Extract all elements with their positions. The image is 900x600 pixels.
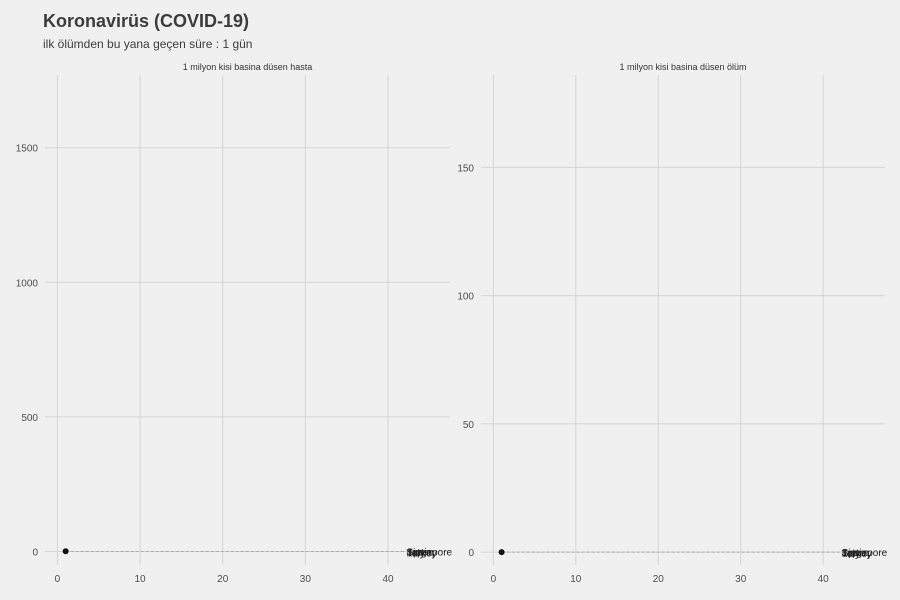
country-label: Italy xyxy=(842,549,860,560)
country-label: Singapore xyxy=(842,548,888,559)
x-tick-label: 30 xyxy=(300,574,312,585)
y-tick-label: 1000 xyxy=(16,278,39,289)
facet-panel-1: 1 milyon kisi basina düsen hasta 0 10 20 30 4… xyxy=(16,62,453,585)
facet-panel-2: 1 milyon kisi basina düsen ölüm 0 10 20 30 40… xyxy=(457,62,887,585)
y-tick-label: 500 xyxy=(21,413,38,424)
x-tick-label: 20 xyxy=(653,574,665,585)
x-tick-label: 40 xyxy=(382,574,394,585)
y-tick-label: 0 xyxy=(468,548,474,559)
data-point xyxy=(498,549,505,556)
country-label: Turkey xyxy=(842,549,872,560)
chart-subtitle: ilk ölümden bu yana geçen süre : 1 gün xyxy=(43,37,253,51)
x-tick-label: 0 xyxy=(55,574,61,585)
facet-title: 1 milyon kisi basina düsen ölüm xyxy=(619,62,746,72)
x-tick-label: 20 xyxy=(217,574,229,585)
facet-title: 1 milyon kisi basina düsen hasta xyxy=(183,62,313,72)
country-label: Japan xyxy=(842,548,869,559)
chart-title: Koronavirüs (COVID-19) xyxy=(43,11,250,31)
country-label: Japan xyxy=(407,548,434,559)
country-label: Turkey xyxy=(407,549,437,560)
country-label: Italy xyxy=(407,549,425,560)
data-point xyxy=(62,548,69,555)
y-tick-label: 150 xyxy=(457,163,474,174)
country-label: Singapore xyxy=(407,548,453,559)
x-tick-label: 30 xyxy=(735,574,747,585)
x-tick-label: 40 xyxy=(818,574,830,585)
x-tick-label: 0 xyxy=(491,574,497,585)
y-tick-label: 100 xyxy=(457,292,474,303)
x-tick-label: 10 xyxy=(570,574,582,585)
x-tick-label: 10 xyxy=(134,574,146,585)
y-tick-label: 50 xyxy=(463,420,475,431)
y-tick-label: 1500 xyxy=(16,144,39,155)
country-label: Spain xyxy=(407,548,433,559)
country-label: Spain xyxy=(842,548,868,559)
y-tick-label: 0 xyxy=(32,548,38,559)
